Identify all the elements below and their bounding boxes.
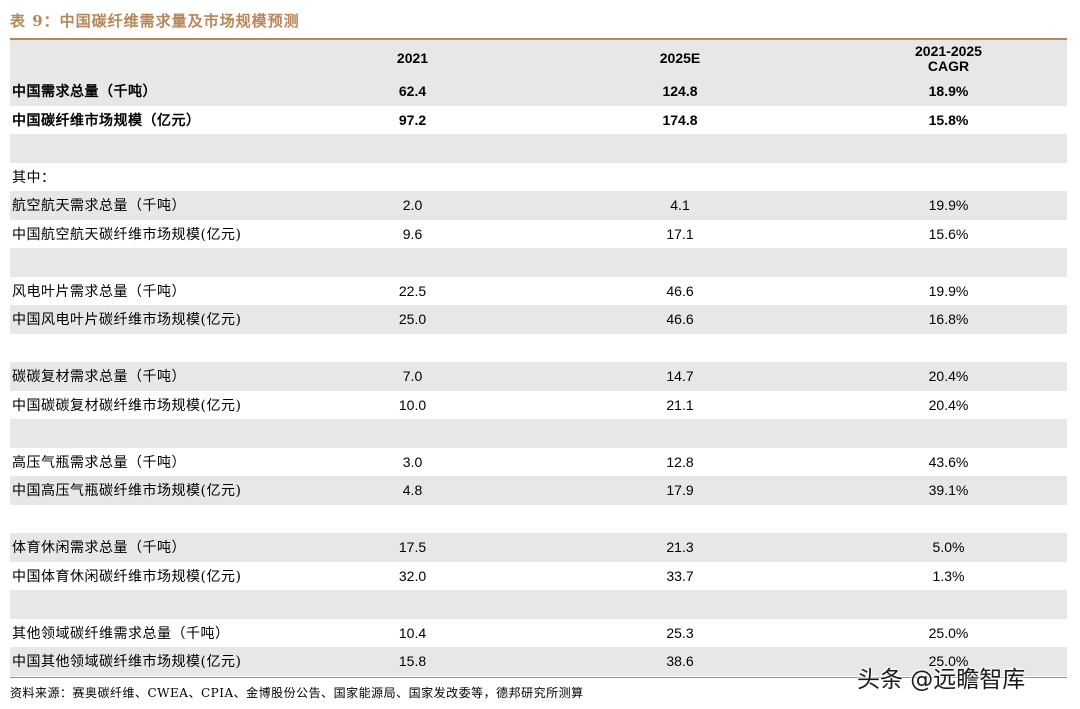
table-row: 高压气瓶需求总量（千吨） 3.0 12.8 43.6% [10,448,1067,477]
table-cell-c2: 21.1 [666,396,694,413]
table-cell-c1: 15.8 [398,653,427,670]
table-row: 航空航天需求总量（千吨） 2.0 4.1 19.9% [10,191,1067,220]
table-cell-c1: 2.0 [402,197,423,214]
table-cell-c1: 9.6 [402,225,423,242]
table-cell-c3: 20.4% [928,396,969,413]
table-cell-c2: 14.7 [666,368,694,385]
header-2021: 2021 [396,50,429,66]
source-note: 资料来源：赛奥碳纤维、CWEA、CPIA、金博股份公告、国家能源局、国家发改委等… [10,686,584,700]
table-cell-c1: 4.8 [402,482,423,499]
table-row: 中国航空航天碳纤维市场规模(亿元) 9.6 17.1 15.6% [10,220,1067,249]
table-cell-c2: 12.8 [666,453,694,470]
table-cell-c2: 124.8 [662,83,698,100]
table-row: 中国风电叶片碳纤维市场规模(亿元) 25.0 46.6 16.8% [10,305,1067,334]
table-cell-c0: 其中： [12,169,56,186]
table-cell-c3: 25.0% [928,653,969,670]
header-2025e: 2025E [659,50,701,66]
table-cell-c0: 碳碳复材需求总量（千吨） [12,369,186,386]
table-cell-c1: 17.5 [398,539,427,556]
table-row: 中国碳碳复材碳纤维市场规模(亿元) 10.0 21.1 20.4% [10,391,1067,420]
table-row: 体育休闲需求总量（千吨） 17.5 21.3 5.0% [10,533,1067,562]
table-row [10,590,1067,619]
header-cagr: 2021-2025 CAGR [915,42,982,74]
table-row: 中国其他领域碳纤维市场规模(亿元) 15.8 38.6 25.0% [10,647,1067,676]
table-cell-c2: 174.8 [662,111,698,128]
table-cell-c3: 20.4% [928,368,969,385]
table-cell-c3: 43.6% [928,453,969,470]
table-cell-c1: 7.0 [402,368,423,385]
table-row: 其他领域碳纤维需求总量（千吨） 10.4 25.3 25.0% [10,619,1067,648]
table-cell-c0: 中国高压气瓶碳纤维市场规模(亿元) [12,483,242,500]
table-cell-c3: 1.3% [932,567,965,584]
table-cell-c3: 18.9% [928,83,969,100]
table-cell-c0: 中国风电叶片碳纤维市场规模(亿元) [12,312,242,329]
table-cell-c0: 航空航天需求总量（千吨） [12,198,186,215]
table-cell-c3: 5.0% [932,539,965,556]
table-cell-c1: 3.0 [402,453,423,470]
table-cell-c0: 中国碳纤维市场规模（亿元） [12,112,201,129]
table-cell-c1: 22.5 [398,282,427,299]
table-cell-c2: 17.9 [666,482,694,499]
table-cell-c1: 97.2 [398,111,427,128]
table-cell-c3: 15.8% [928,111,969,128]
table-cell-c2: 38.6 [666,653,694,670]
table-row [10,248,1067,277]
table-cell-c3: 19.9% [928,197,969,214]
top-rule [10,38,1067,40]
table-row: 中国高压气瓶碳纤维市场规模(亿元) 4.8 17.9 39.1% [10,476,1067,505]
table-cell-c1: 10.4 [398,624,427,641]
table-row: 风电叶片需求总量（千吨） 22.5 46.6 19.9% [10,277,1067,306]
table-cell-c0: 中国体育休闲碳纤维市场规模(亿元) [12,568,242,585]
table-cell-c3: 39.1% [928,482,969,499]
table-cell-c2: 46.6 [666,282,694,299]
table-cell-c0: 风电叶片需求总量（千吨） [12,283,186,300]
table-row [10,134,1067,163]
table-cell-c2: 21.3 [666,539,694,556]
table-cell-c1: 25.0 [398,311,427,328]
table-cell-c2: 46.6 [666,311,694,328]
table-cell-c3: 15.6% [928,225,969,242]
table-row [10,334,1067,363]
table-cell-c2: 4.1 [670,197,690,214]
table-row [10,419,1067,448]
table-cell-c1: 10.0 [398,396,427,413]
table-cell-c2: 25.3 [666,624,694,641]
table-row: 中国体育休闲碳纤维市场规模(亿元) 32.0 33.7 1.3% [10,562,1067,591]
table-cell-c1: 62.4 [398,83,427,100]
table-header-row: 2021 2025E 2021-2025 CAGR [10,40,1067,77]
table-body: 中国需求总量（千吨） 62.4 124.8 18.9% 中国碳纤维市场规模（亿元） 97.… [10,77,1067,676]
table-cell-c0: 中国碳碳复材碳纤维市场规模(亿元) [12,397,242,414]
table-cell-c2: 17.1 [666,225,694,242]
table-cell-c0: 高压气瓶需求总量（千吨） [12,454,186,471]
table-cell-c0: 其他领域碳纤维需求总量（千吨） [12,625,230,642]
table-cell-c0: 体育休闲需求总量（千吨） [12,540,186,557]
table-cell-c0: 中国需求总量（千吨） [12,84,157,101]
table-row [10,505,1067,534]
table-cell-c3: 16.8% [928,311,969,328]
table-row: 其中： [10,163,1067,192]
table-cell-c1: 32.0 [398,567,427,584]
table-row: 中国碳纤维市场规模（亿元） 97.2 174.8 15.8% [10,106,1067,135]
bottom-rule [10,677,1067,678]
table-cell-c2: 33.7 [666,567,694,584]
table-row: 碳碳复材需求总量（千吨） 7.0 14.7 20.4% [10,362,1067,391]
watermark: 头条 @远瞻智库 [857,667,1026,693]
table-cell-c0: 中国其他领域碳纤维市场规模(亿元) [12,654,242,671]
table-cell-c0: 中国航空航天碳纤维市场规模(亿元) [12,226,242,243]
forecast-table: 2021 2025E 2021-2025 CAGR 中国需求总量（千吨） 62.4… [10,40,1067,676]
table-row: 中国需求总量（千吨） 62.4 124.8 18.9% [10,77,1067,106]
table-cell-c3: 25.0% [928,624,969,641]
table-cell-c3: 19.9% [928,282,969,299]
table-title: 表 9：中国碳纤维需求量及市场规模预测 [10,12,300,30]
